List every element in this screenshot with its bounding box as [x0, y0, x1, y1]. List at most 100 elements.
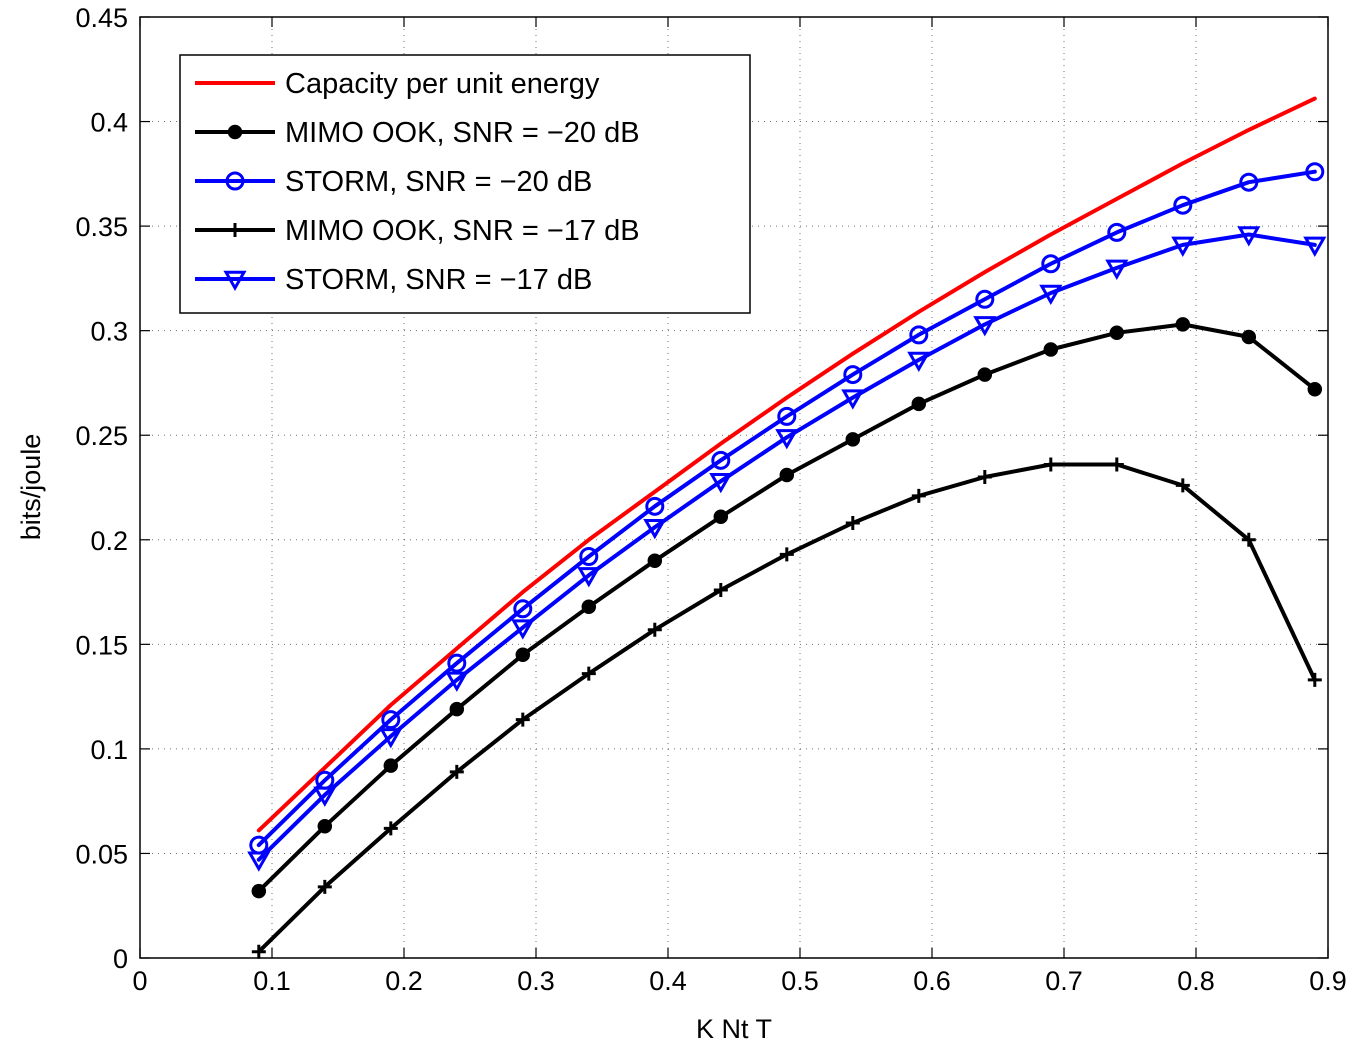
- data-point: [1239, 172, 1259, 192]
- y-tick-label: 0.4: [90, 108, 128, 138]
- data-point: [643, 518, 667, 540]
- data-point: [977, 367, 993, 382]
- legend-label: MIMO OOK, SNR = −17 dB: [285, 215, 640, 247]
- data-point: [313, 786, 337, 807]
- y-tick-label: 0.35: [75, 212, 128, 242]
- data-point: [975, 289, 995, 309]
- plot-frame: [139, 16, 1329, 959]
- data-point: [581, 599, 597, 614]
- tick-labels: 0 0.1 0.2 0.3 0.4 0.5 0.6 0.7 0.8 0.9 0 0.05 0.1 0.15…: [75, 3, 1346, 996]
- x-tick-label: 0.2: [385, 966, 423, 996]
- data-point: [779, 467, 795, 483]
- data-point: [973, 316, 997, 337]
- legend-box: [179, 54, 751, 314]
- data-point: [907, 351, 931, 372]
- data-point: [447, 653, 467, 673]
- data-point: [449, 764, 464, 779]
- data-point: [1307, 381, 1323, 397]
- data-point: [713, 582, 728, 597]
- data-point: [779, 547, 794, 562]
- data-point: [1109, 457, 1124, 472]
- x-tick-label: 0.7: [1045, 966, 1083, 996]
- data-point: [1303, 236, 1327, 257]
- data-point: [1175, 317, 1191, 332]
- series-0: [256, 96, 1317, 833]
- data-point: [379, 728, 403, 749]
- data-point: [445, 671, 469, 692]
- series-1: [251, 317, 1323, 899]
- series-4: [247, 226, 1327, 872]
- data-point: [1171, 236, 1195, 257]
- data-point: [1241, 532, 1256, 547]
- data-point: [1305, 162, 1325, 182]
- data-point: [1107, 222, 1127, 242]
- data-point: [1175, 478, 1190, 493]
- data-point: [383, 821, 398, 836]
- data-point: [911, 396, 927, 412]
- legend-entry: STORM, SNR = −17 dB: [195, 264, 592, 296]
- y-tick-label: 0.1: [90, 735, 128, 765]
- legend-marker: [228, 223, 242, 237]
- data-point: [449, 701, 465, 717]
- series-layer: [247, 96, 1327, 959]
- data-point: [1041, 254, 1061, 274]
- legend-marker: [223, 270, 247, 292]
- data-point: [515, 712, 530, 727]
- data-point: [777, 406, 797, 426]
- legend-entry: Capacity per unit energy: [195, 68, 600, 100]
- y-tick-label: 0.05: [75, 839, 128, 869]
- data-point: [251, 883, 267, 899]
- series-2: [249, 162, 1325, 855]
- x-tick-label: 0.6: [913, 966, 951, 996]
- legend-label: STORM, SNR = −20 dB: [285, 166, 592, 198]
- data-point: [515, 647, 531, 663]
- data-point: [513, 599, 533, 619]
- y-tick-label: 0.3: [90, 317, 128, 347]
- series-line: [256, 169, 1317, 848]
- data-point: [251, 944, 266, 959]
- data-point: [645, 496, 665, 516]
- data-point: [247, 851, 271, 872]
- x-tick-label: 0.5: [781, 966, 819, 996]
- data-point: [713, 509, 729, 525]
- legend-entry: MIMO OOK, SNR = −17 dB: [195, 215, 640, 247]
- series-line: [256, 232, 1317, 862]
- x-tick-label: 0: [132, 966, 147, 996]
- y-axis-label: bits/joule: [16, 434, 46, 541]
- data-point: [317, 819, 333, 834]
- legend-entry: MIMO OOK, SNR = −20 dB: [195, 117, 640, 149]
- y-tick-label: 0.2: [90, 526, 128, 556]
- legend-marker: [225, 171, 245, 191]
- x-tick-label: 0.8: [1177, 966, 1215, 996]
- x-tick-label: 0.4: [649, 966, 687, 996]
- data-point: [511, 619, 535, 640]
- x-tick-label: 0.1: [253, 966, 291, 996]
- legend: Capacity per unit energy MIMO OOK, SNR = …: [179, 54, 751, 314]
- data-point: [581, 666, 596, 681]
- data-point: [1237, 226, 1261, 247]
- data-point: [845, 516, 860, 531]
- legend-label: STORM, SNR = −17 dB: [285, 264, 592, 296]
- data-point: [1173, 195, 1193, 215]
- data-point: [1105, 259, 1129, 280]
- data-point: [775, 429, 799, 450]
- y-tick-label: 0.25: [75, 421, 128, 451]
- data-point: [1043, 342, 1059, 357]
- data-point: [845, 432, 861, 447]
- x-tick-label: 0.3: [517, 966, 555, 996]
- legend-label: MIMO OOK, SNR = −20 dB: [285, 117, 640, 149]
- data-point: [1241, 329, 1257, 345]
- legend-marker: [227, 124, 243, 140]
- data-point: [1109, 325, 1125, 341]
- data-point: [841, 389, 865, 410]
- x-tick-label: 0.9: [1309, 966, 1347, 996]
- data-point: [977, 470, 992, 485]
- data-point: [577, 567, 601, 588]
- legend-entry: STORM, SNR = −20 dB: [195, 166, 592, 198]
- data-point: [709, 472, 733, 494]
- data-point: [1307, 672, 1322, 687]
- data-point: [843, 365, 863, 385]
- data-point: [909, 325, 929, 345]
- series-3: [251, 457, 1322, 959]
